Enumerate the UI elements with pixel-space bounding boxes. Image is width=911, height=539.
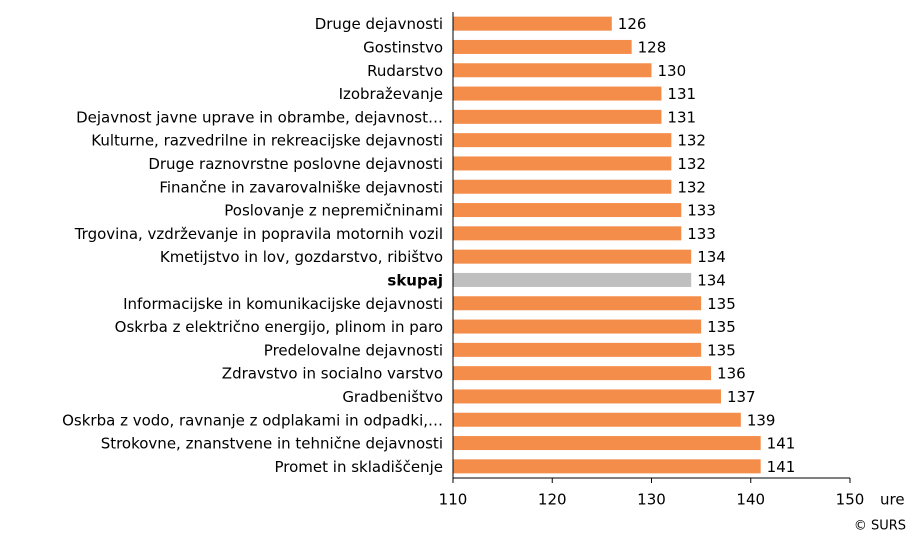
value-label: 128 (638, 38, 667, 56)
y-tick-label: Finančne in zavarovalniške dejavnosti (159, 178, 443, 196)
y-tick-label: skupaj (387, 271, 443, 289)
value-label: 135 (707, 341, 736, 359)
x-tick-label: 120 (538, 491, 567, 509)
value-label: 132 (677, 155, 706, 173)
value-label: 130 (658, 62, 687, 80)
value-label: 132 (677, 178, 706, 196)
bar (453, 272, 692, 287)
y-tick-label: Oskrba z električno energijo, plinom in … (115, 318, 443, 336)
x-tick-label: 140 (736, 491, 765, 509)
value-label: 131 (667, 108, 696, 126)
y-tick-label: Zdravstvo in socialno varstvo (222, 365, 443, 383)
value-label: 139 (747, 411, 776, 429)
y-tick-label: Kmetijstvo in lov, gozdarstvo, ribištvo (160, 248, 443, 266)
y-tick-label: Druge raznovrstne poslovne dejavnosti (148, 155, 443, 173)
value-label: 126 (618, 15, 647, 33)
bar (453, 16, 612, 31)
bar (453, 39, 632, 54)
value-label: 133 (687, 202, 716, 220)
value-label: 141 (767, 458, 796, 476)
y-tick-label: Izobraževanje (339, 85, 443, 103)
x-tick-label: 130 (637, 491, 666, 509)
value-label: 135 (707, 295, 736, 313)
value-label: 136 (717, 365, 746, 383)
bar (453, 226, 682, 241)
y-tick-label: Promet in skladiščenje (275, 458, 443, 476)
bar (453, 366, 712, 381)
y-tick-label: Predelovalne dejavnosti (264, 341, 443, 359)
y-tick-label: Rudarstvo (367, 62, 443, 80)
value-label: 141 (767, 435, 796, 453)
bar (453, 156, 672, 171)
value-label: 135 (707, 318, 736, 336)
bar (453, 86, 662, 101)
bar (453, 389, 721, 404)
y-tick-label: Druge dejavnosti (315, 15, 443, 33)
x-tick-label: 150 (836, 491, 865, 509)
source: © SURS (854, 519, 906, 534)
y-tick-label: Dejavnost javne uprave in obrambe, dejav… (76, 108, 443, 126)
value-label: 133 (687, 225, 716, 243)
y-tick-label: Informacijske in komunikacijske dejavnos… (123, 295, 443, 313)
bar (453, 133, 672, 148)
bar (453, 249, 692, 264)
value-label: 132 (677, 132, 706, 150)
bar (453, 296, 702, 311)
bar (453, 412, 741, 427)
value-label: 134 (697, 271, 726, 289)
y-tick-label: Strokovne, znanstvene in tehnične dejavn… (101, 435, 443, 453)
bar (453, 459, 761, 474)
bar (453, 179, 672, 194)
bar (453, 342, 702, 357)
value-label: 131 (667, 85, 696, 103)
y-tick-label: Poslovanje z nepremičninami (224, 202, 443, 220)
y-tick-label: Kulturne, razvedrilne in rekreacijske de… (91, 132, 443, 150)
y-tick-label: Gradbeništvo (342, 388, 443, 406)
x-tick-label: 110 (439, 491, 468, 509)
y-tick-label: Trgovina, vzdrževanje in popravila motor… (74, 225, 443, 243)
bar (453, 319, 702, 334)
y-tick-label: Oskrba z vodo, ravnanje z odplakami in o… (62, 411, 443, 429)
x-axis-label: ure (880, 491, 905, 509)
bar (453, 63, 652, 78)
bar (453, 109, 662, 124)
bar (453, 203, 682, 218)
bar (453, 436, 761, 451)
y-tick-label: Gostinstvo (363, 38, 443, 56)
value-label: 137 (727, 388, 756, 406)
value-label: 134 (697, 248, 726, 266)
